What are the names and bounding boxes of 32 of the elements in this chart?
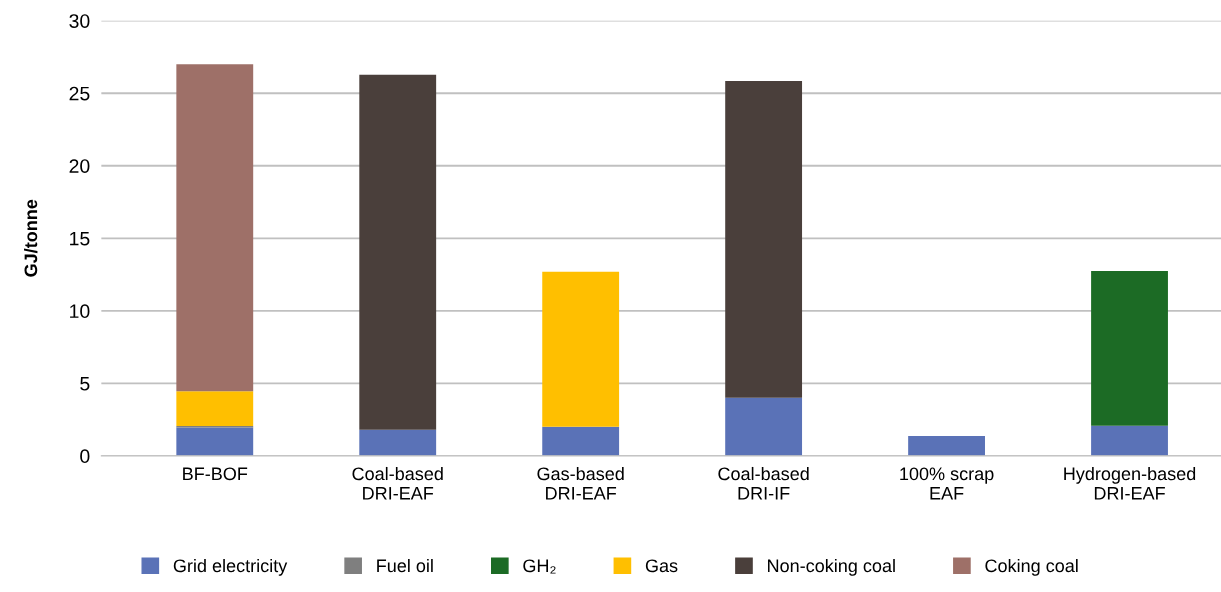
bar <box>359 429 437 456</box>
y-tick-label: 15 <box>70 231 90 246</box>
x-tick-label: BF-BOF <box>183 467 248 481</box>
y-tick-label: 0 <box>80 449 90 464</box>
y-tick-label: 5 <box>80 376 90 391</box>
bar <box>542 271 620 427</box>
bar <box>908 435 985 456</box>
legend-label: Gas <box>645 559 678 573</box>
y-tick-label: 25 <box>69 86 90 101</box>
legend-label: Non-coking coal <box>768 558 895 576</box>
bar <box>176 391 254 427</box>
bar <box>725 80 803 398</box>
bar <box>542 426 620 456</box>
y-tick-label: 10 <box>70 304 90 319</box>
y-tick-label: 20 <box>69 159 90 173</box>
bar <box>1091 270 1168 426</box>
x-tick-label: 100% scrap EAF <box>900 467 994 500</box>
x-tick-label: Hydrogen-based DRI-EAF <box>1064 466 1196 500</box>
x-tick-label: Gas-based DRI-EAF <box>537 466 624 500</box>
bar <box>725 397 803 456</box>
legend-label: GH₂ <box>523 559 556 574</box>
bar <box>176 64 254 392</box>
legend-label: Grid electricity <box>173 558 288 576</box>
x-tick-label: Coal-based DRI-IF <box>718 466 809 500</box>
y-axis-title: GJ/tonne <box>24 199 38 277</box>
legend-label: Fuel oil <box>377 558 433 573</box>
x-tick-label: Coal-based DRI-EAF <box>352 466 443 500</box>
bar <box>359 74 437 430</box>
legend-label: Coking coal <box>985 558 1078 576</box>
y-tick-label: 30 <box>69 14 90 28</box>
bar <box>176 427 254 456</box>
bar <box>1091 425 1168 456</box>
